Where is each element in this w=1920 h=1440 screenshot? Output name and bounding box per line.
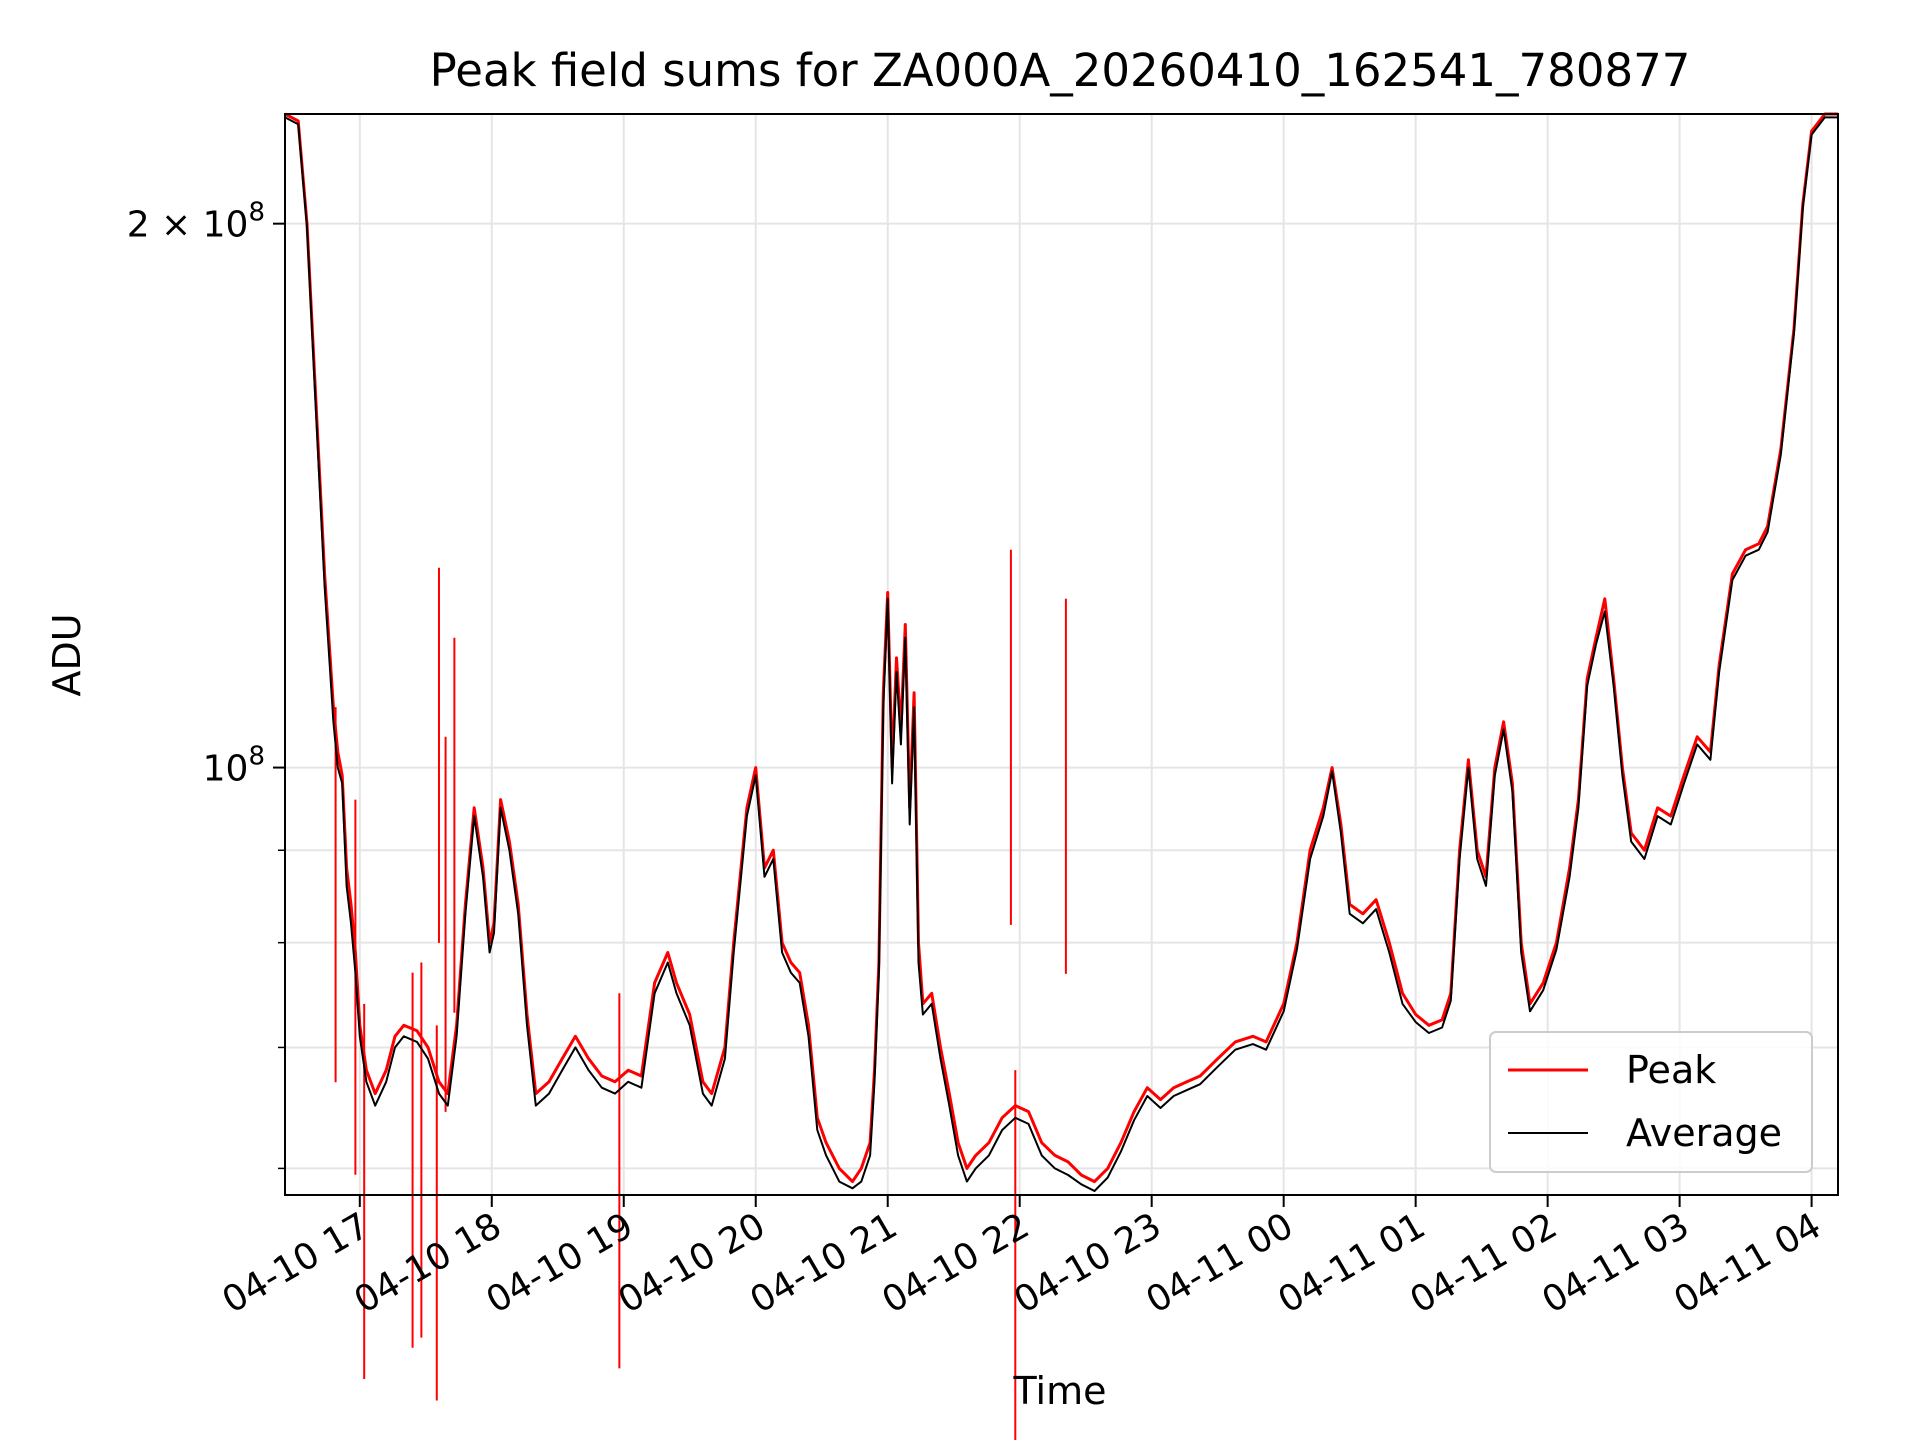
series-line-average: [284, 116, 1838, 1192]
legend: Peak Average: [1489, 1031, 1813, 1173]
series-line-peak: [284, 112, 1838, 1184]
chart-title: Peak field sums for ZA000A_20260410_1625…: [430, 44, 1691, 97]
y-tick-label: 108: [203, 742, 265, 790]
legend-label: Average: [1626, 1111, 1782, 1155]
x-axis-label: Time: [1013, 1369, 1107, 1413]
legend-box: [1489, 1031, 1813, 1173]
y-tick-label: 2 × 108: [127, 198, 265, 246]
grid: [285, 114, 1838, 1195]
plot-lines: [284, 112, 1838, 1440]
y-axis-label: ADU: [45, 613, 89, 696]
legend-label: Peak: [1626, 1048, 1716, 1092]
y-axis: 2 × 108 108: [127, 198, 285, 1170]
plot-frame: [284, 113, 1839, 1196]
